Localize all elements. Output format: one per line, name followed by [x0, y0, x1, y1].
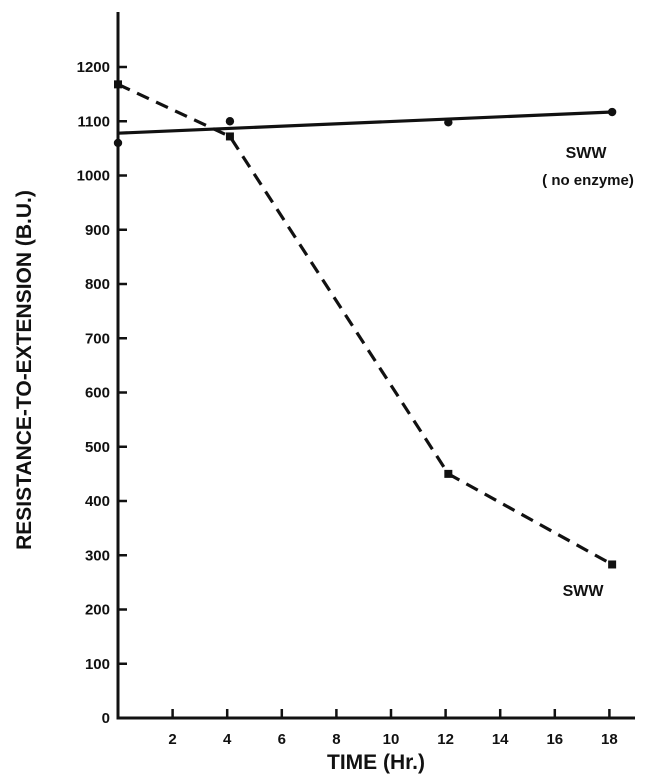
- x-tick-label: 10: [383, 731, 400, 748]
- x-tick-label: 14: [492, 731, 509, 748]
- y-tick-label: 800: [85, 276, 110, 293]
- markers: [113, 80, 617, 569]
- x-tick-label: 18: [601, 731, 618, 748]
- y-tick-label: 0: [102, 710, 110, 727]
- y-tick-label: 1000: [77, 168, 110, 185]
- y-tick-label: 600: [85, 385, 110, 402]
- y-tick-label: 1100: [77, 113, 110, 130]
- series-lines: [117, 82, 613, 566]
- data-point-control: [225, 117, 235, 126]
- data-point-enzyme: [114, 80, 122, 89]
- x-axis-title: TIME (Hr.): [327, 751, 425, 774]
- x-tick-label: 12: [437, 731, 454, 748]
- y-tick-label: 900: [85, 222, 110, 239]
- series-label-control-note: ( no enzyme): [542, 172, 634, 189]
- x-tick-label: 6: [278, 731, 286, 748]
- x-tick-label: 4: [223, 731, 232, 748]
- data-point-enzyme: [225, 132, 234, 141]
- y-tick-label: 300: [85, 547, 110, 564]
- y-tick-label: 200: [85, 602, 110, 619]
- series-line-enzyme: [117, 82, 613, 566]
- data-point-control: [113, 138, 123, 148]
- y-tick-label: 500: [85, 439, 110, 456]
- series-label-enzyme: SWW: [563, 583, 605, 600]
- data-point-enzyme: [444, 469, 453, 478]
- x-tick-label: 16: [546, 731, 563, 748]
- x-tick-label: 8: [332, 731, 340, 748]
- y-axis-title: RESISTANCE-TO-EXTENSION (B.U.): [13, 190, 36, 550]
- data-point-control: [444, 118, 453, 127]
- axes: [116, 12, 635, 720]
- y-tick-label: 700: [85, 330, 110, 347]
- data-point-enzyme: [608, 560, 617, 569]
- series-line-control: [117, 110, 613, 135]
- y-tick-label: 400: [85, 493, 110, 510]
- ticks: 2 4 6 8 10 12 14 16 18 0 100 200 300 400 500 600 700 800 9…: [77, 59, 618, 748]
- y-tick-label: 100: [85, 656, 110, 673]
- data-point-control: [607, 107, 617, 117]
- y-tick-label: 1200: [77, 59, 110, 76]
- series-label-control: SWW: [566, 145, 608, 162]
- x-tick-label: 2: [168, 731, 176, 748]
